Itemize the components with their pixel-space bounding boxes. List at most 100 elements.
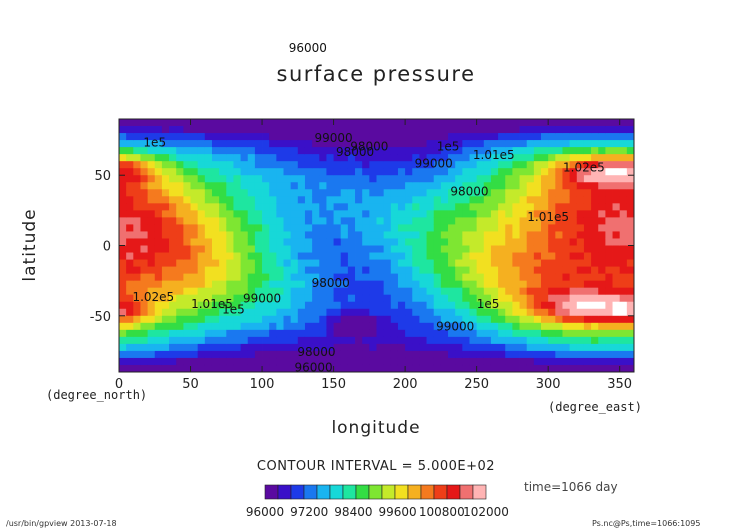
field-cell: [161, 294, 170, 303]
field-cell: [254, 364, 263, 373]
field-cell: [526, 126, 535, 134]
field-cell: [619, 238, 628, 246]
pressure-field: [119, 119, 635, 373]
field-cell: [419, 343, 427, 352]
field-cell: [555, 280, 563, 289]
field-cell: [541, 161, 549, 169]
field-cell: [269, 119, 277, 127]
field-cell: [355, 217, 363, 225]
field-cell: [326, 161, 334, 169]
field-cell: [147, 301, 156, 310]
field-cell: [140, 126, 149, 134]
field-cell: [347, 287, 356, 296]
field-cell: [448, 266, 456, 275]
field-cell: [197, 189, 206, 197]
field-cell: [204, 350, 213, 359]
field-cell: [448, 287, 456, 296]
field-cell: [397, 119, 406, 127]
field-cell: [226, 224, 234, 232]
field-cell: [269, 210, 277, 218]
field-cell: [526, 343, 535, 352]
field-cell: [219, 196, 227, 204]
field-cell: [211, 238, 220, 246]
field-cell: [211, 147, 220, 155]
field-cell: [262, 126, 270, 134]
field-cell: [254, 203, 263, 211]
field-cell: [505, 231, 513, 239]
field-cell: [390, 175, 399, 183]
field-cell: [383, 252, 392, 260]
field-cell: [505, 350, 513, 359]
colorbar-swatch: [264, 484, 279, 500]
field-cell: [126, 203, 134, 211]
field-cell: [405, 161, 413, 169]
field-cell: [211, 154, 220, 162]
field-cell: [448, 343, 456, 352]
field-cell: [541, 280, 549, 289]
field-cell: [133, 287, 141, 296]
field-cell: [462, 231, 470, 239]
field-cell: [490, 189, 499, 197]
field-cell: [147, 154, 156, 162]
field-cell: [541, 308, 549, 317]
field-cell: [598, 168, 606, 176]
field-cell: [469, 287, 478, 296]
field-cell: [526, 189, 535, 197]
field-cell: [569, 364, 578, 373]
field-cell: [390, 343, 399, 352]
field-cell: [583, 217, 592, 225]
field-cell: [612, 350, 621, 359]
field-cell: [569, 294, 578, 303]
field-cell: [233, 280, 241, 289]
contour-label: 96000: [294, 360, 332, 374]
field-cell: [161, 217, 170, 225]
field-cell: [440, 350, 449, 359]
field-cell: [448, 182, 456, 190]
field-cell: [605, 175, 613, 183]
field-cell: [598, 273, 606, 282]
field-cell: [276, 273, 284, 282]
field-cell: [319, 315, 327, 324]
field-cell: [211, 259, 220, 267]
field-cell: [290, 350, 299, 359]
field-cell: [197, 203, 206, 211]
field-cell: [569, 119, 578, 127]
field-cell: [133, 280, 141, 289]
field-cell: [240, 140, 249, 148]
field-cell: [254, 259, 263, 267]
field-cell: [283, 147, 292, 155]
field-cell: [126, 343, 134, 352]
field-cell: [226, 154, 234, 162]
field-cell: [312, 252, 320, 260]
field-cell: [176, 336, 184, 345]
field-cell: [383, 140, 392, 148]
field-cell: [369, 343, 377, 352]
chart-title: surface pressure: [276, 62, 476, 86]
time-label: time=1066 day: [524, 480, 618, 494]
field-cell: [147, 203, 156, 211]
field-cell: [412, 308, 420, 317]
field-cell: [312, 203, 320, 211]
field-cell: [612, 210, 621, 218]
field-cell: [204, 357, 213, 366]
field-cell: [340, 175, 349, 183]
field-cell: [569, 182, 578, 190]
field-cell: [569, 140, 578, 148]
field-cell: [169, 343, 177, 352]
field-cell: [340, 231, 349, 239]
field-cell: [133, 343, 141, 352]
field-cell: [219, 357, 227, 366]
field-cell: [347, 350, 356, 359]
field-cell: [154, 154, 163, 162]
field-cell: [455, 175, 463, 183]
field-cell: [390, 196, 399, 204]
field-cell: [505, 224, 513, 232]
field-cell: [476, 266, 485, 275]
field-cell: [455, 329, 463, 338]
field-cell: [197, 252, 206, 260]
field-cell: [304, 168, 313, 176]
field-cell: [397, 266, 406, 275]
field-cell: [226, 231, 234, 239]
field-cell: [347, 364, 356, 373]
x-ticks: 0 50 100 150 200 250 300 350: [115, 119, 632, 392]
